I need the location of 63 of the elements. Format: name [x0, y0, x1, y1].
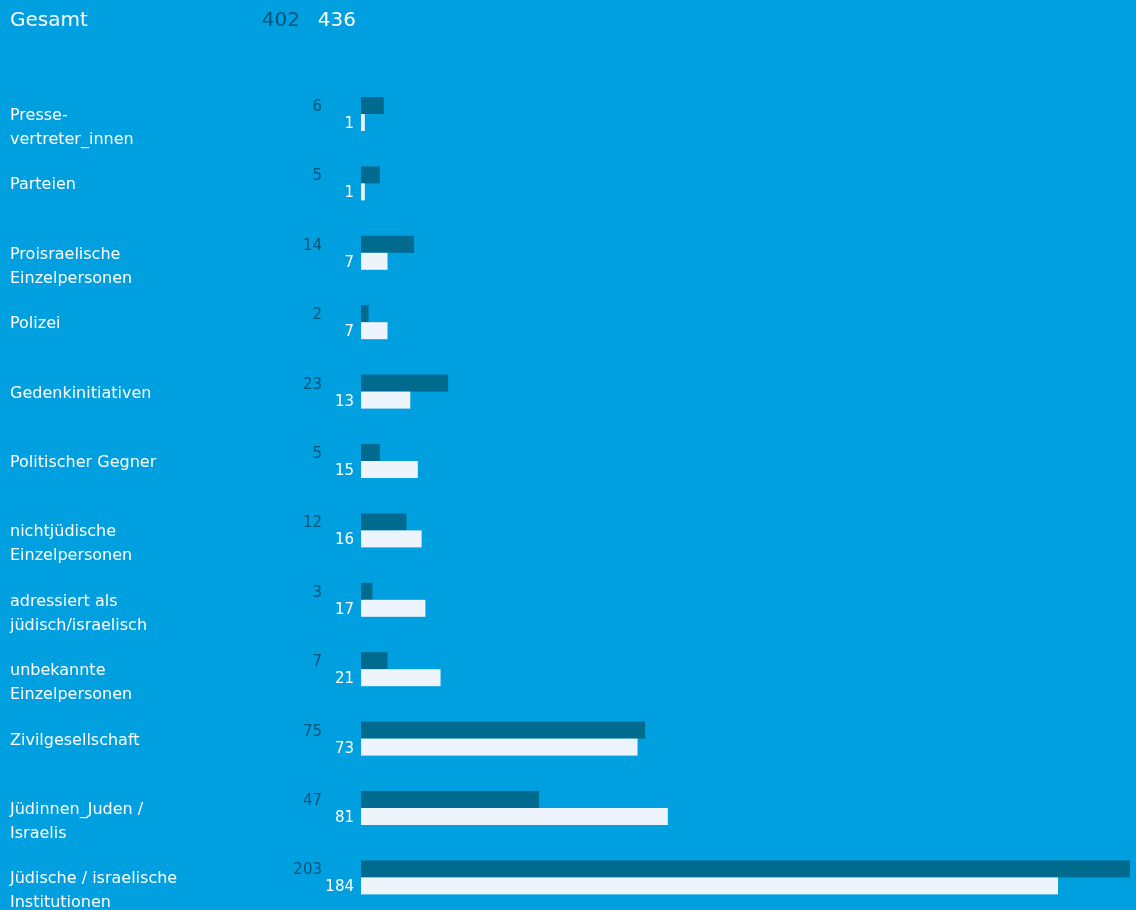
y-tick-label: Presse- vertreter_innen — [10, 105, 134, 149]
data-label: 15 — [334, 461, 354, 479]
bar — [361, 374, 449, 392]
y-tick-label: Gedenkinitiativen — [10, 382, 152, 402]
bar — [361, 114, 365, 131]
y-tick-label: Parteien — [10, 174, 76, 194]
text: 436 — [317, 7, 356, 31]
data-label: 14 — [302, 235, 322, 254]
y-tick-label: nichtjüdische Einzelpersonen — [10, 521, 133, 565]
data-label: 7 — [312, 652, 322, 671]
data-label: 73 — [334, 738, 354, 757]
data-label: 81 — [334, 808, 354, 826]
y-tick-label: Politischer Gegner — [10, 452, 157, 471]
data-label: 5 — [312, 444, 322, 462]
data-label: 1 — [344, 114, 354, 132]
data-label: 23 — [302, 374, 322, 393]
y-tick-label: Jüdische / israelische Institutionen — [9, 868, 178, 910]
bar — [361, 97, 384, 114]
y-tick-label: adressiert als jüdisch/israelisch — [9, 590, 148, 634]
data-label: 1 — [344, 183, 354, 202]
bar — [361, 738, 638, 756]
bar — [361, 530, 422, 548]
data-label: 184 — [325, 877, 354, 896]
bar — [361, 599, 426, 617]
data-label: 6 — [312, 97, 322, 115]
data-label: 21 — [334, 669, 354, 688]
data-label: 7 — [344, 252, 354, 271]
data-label: 7 — [344, 322, 354, 341]
text: 402 — [261, 7, 300, 31]
bar — [361, 391, 411, 409]
y-tick-label: Polizei — [10, 313, 61, 333]
data-label: 47 — [302, 791, 322, 809]
bar — [361, 860, 1130, 878]
y-tick-label: Zivilgesellschaft — [10, 729, 140, 749]
data-label: 75 — [302, 721, 322, 740]
bar — [361, 582, 373, 600]
bar — [361, 513, 407, 531]
bar — [361, 166, 380, 184]
bar — [361, 808, 668, 825]
bar — [361, 322, 388, 340]
y-tick-label: unbekannte Einzelpersonen — [10, 660, 133, 704]
y-tick-label: Jüdinnen_Juden / Israelis — [9, 799, 144, 842]
bar — [361, 252, 388, 270]
text: Gesamt — [10, 7, 88, 31]
bar — [361, 461, 418, 478]
data-label: 2 — [312, 305, 322, 324]
data-label: 16 — [334, 530, 354, 549]
data-label: 203 — [293, 860, 322, 879]
bar — [361, 305, 369, 323]
data-label: 5 — [312, 166, 322, 185]
data-label: 12 — [302, 513, 322, 532]
data-label: 13 — [334, 391, 354, 410]
bar — [361, 652, 388, 670]
data-label: 3 — [312, 582, 322, 601]
bar — [361, 444, 380, 461]
data-label: 17 — [334, 599, 354, 618]
bar — [361, 877, 1059, 895]
bar — [361, 235, 415, 253]
y-tick-label: Proisraelische Einzelpersonen — [10, 243, 133, 287]
bar — [361, 183, 365, 201]
bar — [361, 669, 441, 687]
bar — [361, 721, 646, 739]
bar — [361, 791, 540, 808]
